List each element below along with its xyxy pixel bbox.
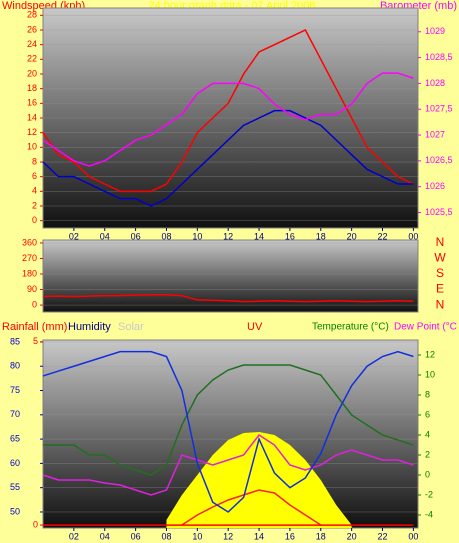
direction-label: N (436, 235, 445, 249)
y-tick-label: 60 (10, 458, 20, 468)
x-tick-label: 16 (285, 231, 295, 241)
line (42, 433, 414, 496)
line (42, 350, 414, 513)
x-tick-label: 10 (192, 531, 202, 541)
x-tick-label: 02 (69, 531, 79, 541)
y-tick-label: 50 (10, 506, 20, 516)
y-tick-label: 90 (27, 284, 37, 294)
y-tick-label: 270 (22, 253, 37, 263)
y2-tick-label: 8 (425, 389, 430, 399)
y-tick-label: 85 (10, 336, 20, 346)
temperature-label: Temperature (°C) (312, 322, 389, 333)
barometer-label: Barometer (mb) (380, 0, 457, 12)
y-tick-label: 20 (27, 68, 37, 78)
y-tick-label: 12 (27, 127, 37, 137)
y-tick-label: 0 (32, 299, 37, 309)
y-tick-label: 18 (27, 83, 37, 93)
line (42, 29, 414, 193)
chart-title: 24 hour graph data - 07 April 2008 (149, 0, 316, 12)
y2-tick-label: 1029 (425, 26, 445, 36)
direction-label: W (434, 251, 446, 265)
y2-tick-label: 1027,5 (425, 104, 453, 114)
x-tick-label: 10 (192, 231, 202, 241)
direction-label: N (436, 297, 445, 311)
y-tick-label: 16 (27, 98, 37, 108)
y2-tick-label: 12 (425, 349, 435, 359)
y-tick-label: 10 (27, 142, 37, 152)
y-tick-label: 28 (27, 10, 37, 20)
solar-label: Solar (118, 321, 144, 333)
y2-tick-label: 1027 (425, 129, 445, 139)
x-tick-label: 06 (131, 231, 141, 241)
y-tick-label: 24 (27, 39, 37, 49)
y-tick-label: 180 (22, 268, 37, 278)
y-tick-label: 4 (32, 186, 37, 196)
y-tick-label: 75 (10, 385, 20, 395)
y-tick-label: 22 (27, 54, 37, 64)
area (166, 432, 352, 528)
x-tick-label: 14 (254, 231, 264, 241)
x-tick-label: 04 (100, 531, 110, 541)
x-tick-label: 00 (408, 231, 418, 241)
y-tick-label: 2 (32, 200, 37, 210)
y2-tick-label: 2 (425, 449, 430, 459)
x-tick-label: 06 (131, 531, 141, 541)
x-tick-label: 00 (408, 531, 418, 541)
y2-tick-label: 1026,5 (425, 155, 453, 165)
x-tick-label: 14 (254, 531, 264, 541)
uv-label: UV (247, 321, 263, 333)
y-tick-label: 8 (32, 156, 37, 166)
x-tick-label: 16 (285, 531, 295, 541)
y-tick-label: 70 (10, 409, 20, 419)
y-tick-label: 80 (10, 361, 20, 371)
y2-tick-label: 1025,5 (425, 207, 453, 217)
x-tick-label: 12 (223, 531, 233, 541)
x-tick-label: 04 (100, 231, 110, 241)
y-tick-label: 6 (32, 171, 37, 181)
y-tick-label: 65 (10, 433, 20, 443)
y2-tick-label: 1028 (425, 78, 445, 88)
x-tick-label: 22 (377, 531, 387, 541)
humidity-label: Humidity (68, 321, 111, 333)
x-tick-label: 08 (161, 531, 171, 541)
y2-tick-label: 4 (425, 429, 430, 439)
y-tick-label: 14 (27, 112, 37, 122)
y2-tick-label: 1026 (425, 181, 445, 191)
y-tick-label: 0 (32, 215, 37, 225)
line (42, 293, 414, 303)
y2-tick-label: 0 (425, 469, 430, 479)
y3-tick-label: 0 (33, 519, 38, 529)
line (42, 109, 414, 207)
x-tick-label: 18 (316, 531, 326, 541)
x-tick-label: 20 (347, 231, 357, 241)
y2-tick-label: 1028,5 (425, 52, 453, 62)
y-tick-label: 26 (27, 24, 37, 34)
x-tick-label: 02 (69, 231, 79, 241)
plot-area (42, 239, 419, 313)
y2-tick-label: 6 (425, 409, 430, 419)
x-tick-label: 22 (377, 231, 387, 241)
y-tick-label: 55 (10, 482, 20, 492)
y2-tick-label: -2 (425, 489, 433, 499)
direction-label: E (436, 282, 444, 296)
x-tick-label: 18 (316, 231, 326, 241)
rain-label: Rainfall (mm) (2, 321, 67, 333)
x-tick-label: 08 (161, 231, 171, 241)
x-tick-label: 20 (347, 531, 357, 541)
wind-label: Windspeed (kph) (2, 0, 85, 12)
x-tick-label: 12 (223, 231, 233, 241)
line (43, 364, 414, 476)
y2-tick-label: 10 (425, 369, 435, 379)
line (42, 72, 414, 167)
direction-label: S (436, 266, 444, 280)
dewpoint-label: Dew Point (°C (394, 322, 457, 333)
y2-tick-label: -4 (425, 509, 433, 519)
line (181, 489, 322, 526)
y-tick-label: 360 (22, 237, 37, 247)
y3-tick-label: 5 (33, 336, 38, 346)
